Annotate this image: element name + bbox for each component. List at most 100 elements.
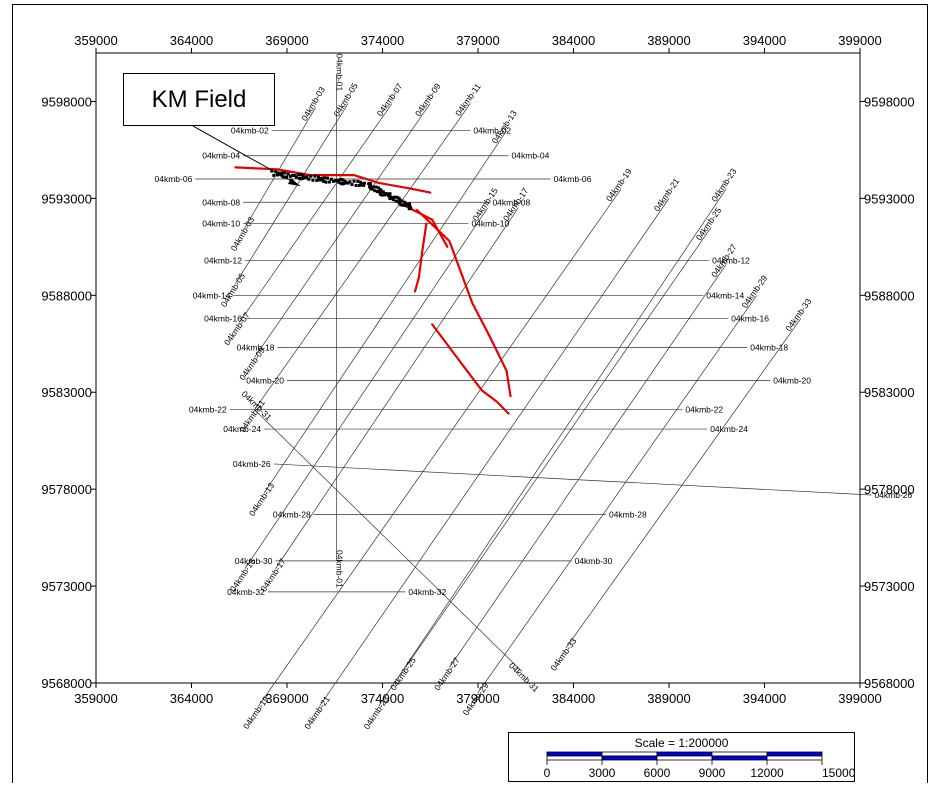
well-marker xyxy=(297,176,301,180)
well-marker xyxy=(407,203,411,207)
x-tick-label: 394000 xyxy=(743,33,786,48)
x-tick-label: 369000 xyxy=(265,691,308,706)
scale-segment xyxy=(546,755,603,761)
line-label: 04kmb-22 xyxy=(189,405,227,415)
y-tick-label: 9588000 xyxy=(41,288,92,303)
x-tick-label: 389000 xyxy=(647,33,690,48)
x-tick-label: 389000 xyxy=(647,691,690,706)
scale-tick-label: 9000 xyxy=(699,766,726,780)
well-marker xyxy=(350,183,354,187)
line-label: 04kmb-26 xyxy=(874,490,912,500)
well-marker xyxy=(321,176,325,180)
well-marker xyxy=(369,185,373,189)
well-marker xyxy=(337,180,341,184)
x-tick-label: 369000 xyxy=(265,33,308,48)
well-marker xyxy=(333,179,337,183)
scale-label: Scale = 1:200000 xyxy=(634,736,729,750)
well-marker xyxy=(398,199,402,203)
line-label: 04kmb-30 xyxy=(235,556,273,566)
seismic-line xyxy=(565,318,802,649)
x-tick-label: 374000 xyxy=(361,33,404,48)
y-tick-label: 9593000 xyxy=(864,191,915,206)
line-label: 04kmb-07 xyxy=(375,81,405,118)
well-marker xyxy=(393,195,397,199)
line-label: 04kmb-12 xyxy=(204,255,242,265)
well-marker xyxy=(348,180,352,184)
scale-tick-label: 6000 xyxy=(644,766,671,780)
seismic-line xyxy=(235,103,349,284)
line-label: 04kmb-06 xyxy=(554,174,592,184)
fault-trace xyxy=(413,222,428,293)
seismic-line xyxy=(405,227,712,668)
scale-segment xyxy=(601,751,658,757)
well-marker xyxy=(322,179,326,183)
seismic-line xyxy=(275,207,519,569)
line-label: 04kmb-24 xyxy=(710,424,748,434)
well-marker xyxy=(368,183,372,187)
well-marker xyxy=(352,179,356,183)
x-tick-label: 359000 xyxy=(74,691,117,706)
well-marker xyxy=(380,193,384,197)
well-marker xyxy=(394,199,398,203)
well-marker xyxy=(303,176,307,180)
well-marker xyxy=(391,198,395,202)
line-label: 04kmb-06 xyxy=(155,174,193,184)
well-marker xyxy=(313,174,317,178)
x-tick-label: 364000 xyxy=(170,33,213,48)
line-label: 04kmb-25 xyxy=(694,205,724,242)
y-tick-label: 9598000 xyxy=(41,94,92,109)
line-label: 04kmb-33 xyxy=(548,636,578,673)
callout-pointer-head xyxy=(288,178,300,186)
line-label: 04kmb-04 xyxy=(202,151,240,161)
scale-segment xyxy=(656,755,713,761)
seismic-line xyxy=(273,463,872,496)
fault-trace xyxy=(431,323,510,415)
well-marker xyxy=(305,175,309,179)
well-marker xyxy=(367,182,371,186)
well-marker xyxy=(409,206,413,210)
seismic-line xyxy=(258,188,622,707)
well-marker xyxy=(344,181,348,185)
seismic-line xyxy=(238,103,393,323)
line-label: 04kmb-32 xyxy=(227,587,265,597)
seismic-line xyxy=(244,207,488,569)
well-marker xyxy=(373,189,377,193)
line-label: 04kmb-28 xyxy=(609,509,647,519)
y-tick-label: 9578000 xyxy=(41,482,92,497)
line-label: 04kmb-11 xyxy=(453,81,483,117)
well-marker xyxy=(381,190,385,194)
well-marker xyxy=(386,194,390,198)
x-tick-label: 394000 xyxy=(743,691,786,706)
fault-trace xyxy=(234,166,432,194)
well-marker xyxy=(292,173,296,177)
well-marker xyxy=(311,178,315,182)
well-marker xyxy=(388,194,392,198)
axis-tick-layer: 359000 359000 364000 364000 369000 369000 3740… xyxy=(41,33,914,706)
well-marker xyxy=(284,175,288,179)
well-marker xyxy=(327,180,331,184)
line-label: 04kmb-18 xyxy=(237,343,275,353)
line-label: 04kmb-20 xyxy=(773,376,811,386)
well-marker xyxy=(359,180,363,184)
well-marker xyxy=(379,193,383,197)
well-marker xyxy=(290,173,294,177)
well-marker xyxy=(346,181,350,185)
y-tick-label: 9568000 xyxy=(41,676,92,691)
seismic-line xyxy=(254,103,471,410)
well-marker xyxy=(390,196,394,200)
well-marker xyxy=(274,170,278,174)
well-marker xyxy=(341,178,345,182)
seismic-line xyxy=(449,264,727,668)
line-label: 04kmb-02 xyxy=(473,126,511,136)
well-marker xyxy=(379,189,383,193)
scale-segment xyxy=(601,755,658,761)
line-label: 04kmb-16 xyxy=(204,314,242,324)
well-marker xyxy=(286,172,290,176)
y-tick-label: 9578000 xyxy=(864,482,915,497)
well-marker xyxy=(362,183,366,187)
line-label: 04kmb-20 xyxy=(246,376,284,386)
well-marker xyxy=(356,179,360,183)
well-marker xyxy=(342,182,346,186)
scale-segment xyxy=(766,751,823,757)
